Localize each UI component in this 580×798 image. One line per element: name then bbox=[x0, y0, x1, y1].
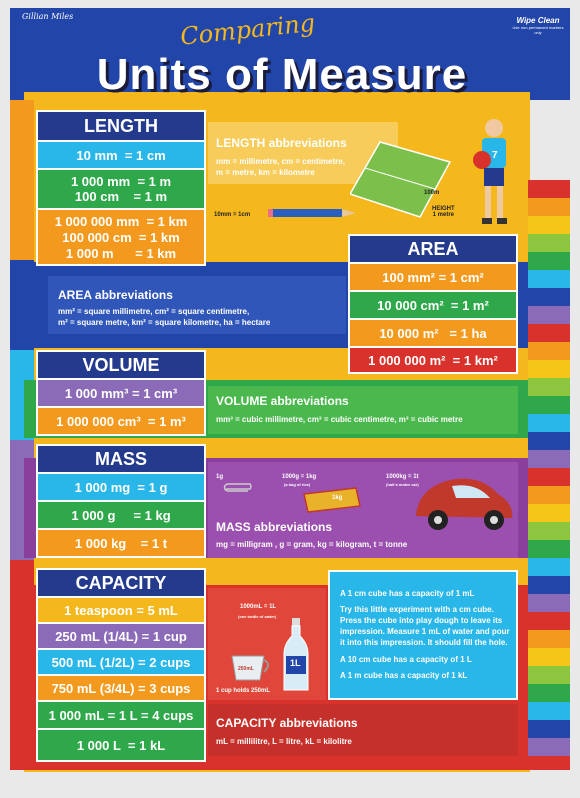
water-bottle-icon bbox=[283, 618, 309, 691]
mass-1kg-sub: (a bag of rice) bbox=[284, 482, 311, 487]
volume-abbr-text: mm³ = cubic millimetre, cm³ = cubic cent… bbox=[216, 415, 463, 424]
volume-row-1: 1 000 mm³ = 1 cm³ bbox=[36, 380, 206, 408]
rice-bag-label: 1kg bbox=[332, 495, 343, 501]
capacity-info-3: A 10 cm cube has a capacity of 1 L bbox=[340, 655, 472, 664]
mass-1g-label: 1g bbox=[216, 474, 224, 480]
wipe-clean-sub: Use non-permanent markers only bbox=[512, 25, 564, 35]
area-row-1: 100 mm² = 1 cm² bbox=[348, 264, 518, 292]
measuring-cup-icon bbox=[231, 655, 269, 681]
paperclip-icon bbox=[223, 483, 252, 492]
volume-abbr-title: VOLUME abbreviations bbox=[216, 394, 349, 408]
capacity-info-2: Try this little experiment with a cm cub… bbox=[340, 605, 510, 647]
cup-tag: 250mL bbox=[238, 666, 254, 672]
capacity-info-panel bbox=[328, 570, 518, 700]
area-abbr-title: AREA abbreviations bbox=[58, 288, 173, 302]
mass-1t-label: 1000kg = 1t bbox=[386, 474, 419, 480]
capacity-row-4: 750 mL (3/4L) = 3 cups bbox=[36, 676, 206, 702]
capacity-info-4: A 1 m cube has a capacity of 1 kL bbox=[340, 671, 468, 680]
volume-header: VOLUME bbox=[36, 350, 206, 380]
capacity-abbr-title: CAPACITY abbreviations bbox=[216, 716, 358, 730]
length-row-3: 1 000 000 mm = 1 km 100 000 cm = 1 km 1 … bbox=[36, 210, 206, 266]
length-abbr-title: LENGTH abbreviations bbox=[216, 136, 347, 150]
mass-row-2: 1 000 g = 1 kg bbox=[36, 502, 206, 530]
length-row-2: 1 000 mm = 1 m 100 cm = 1 m bbox=[36, 170, 206, 210]
capacity-row-1: 1 teaspoon = 5 mL bbox=[36, 598, 206, 624]
capacity-row-3: 500 mL (1/2L) = 2 cups bbox=[36, 650, 206, 676]
bottle-label: 1000mL = 1L bbox=[240, 604, 277, 610]
capacity-abbr-panel bbox=[208, 704, 518, 756]
svg-text:7: 7 bbox=[492, 150, 498, 161]
mass-row-1: 1 000 mg = 1 g bbox=[36, 474, 206, 502]
right-stripes bbox=[528, 180, 570, 770]
pencil-icon bbox=[268, 209, 356, 217]
height-label: HEIGHT 1 metre bbox=[432, 206, 455, 218]
top-blue-bg bbox=[10, 8, 570, 100]
capacity-header: CAPACITY bbox=[36, 568, 206, 598]
area-row-3: 10 000 m² = 1 ha bbox=[348, 320, 518, 348]
car-icon bbox=[416, 478, 513, 530]
field-length-label: 100m bbox=[424, 190, 440, 196]
length-abbr-text: mm = millimetre, cm = centimetre, m = me… bbox=[216, 157, 345, 177]
capacity-row-6: 1 000 L = 1 kL bbox=[36, 730, 206, 762]
wipe-clean-label: Wipe Clean bbox=[516, 16, 560, 25]
volume-row-2: 1 000 000 cm³ = 1 m³ bbox=[36, 408, 206, 436]
area-abbr-text: mm² = square millimetre, cm² = square ce… bbox=[58, 307, 271, 327]
mass-abbr-title: MASS abbreviations bbox=[216, 520, 333, 534]
area-row-4: 1 000 000 m² = 1 km² bbox=[348, 348, 518, 374]
pencil-label: 10mm = 1cm bbox=[214, 212, 251, 218]
cup-label: 1 cup holds 250mL bbox=[216, 688, 271, 694]
area-row-2: 10 000 cm² = 1 m² bbox=[348, 292, 518, 320]
brand-logo: Gillian Miles bbox=[22, 12, 74, 21]
bottle-sub: (one bottle of water) bbox=[238, 614, 277, 619]
area-header: AREA bbox=[348, 234, 518, 264]
bottle-tag: 1L bbox=[290, 658, 301, 668]
capacity-row-5: 1 000 mL = 1 L = 4 cups bbox=[36, 702, 206, 730]
mass-header: MASS bbox=[36, 444, 206, 474]
boy-figure-icon: 7 bbox=[473, 119, 507, 224]
wipe-clean-logo: Wipe Clean Use non-permanent markers onl… bbox=[512, 16, 564, 35]
rice-bag-icon bbox=[303, 487, 361, 513]
mass-abbr-text: mg = milligram , g = gram, kg = kilogram… bbox=[216, 540, 408, 549]
area-abbr-panel bbox=[48, 276, 346, 334]
left-stripe bbox=[10, 100, 34, 260]
capacity-abbr-text: mL = millilitre, L = litre, kL = kilolit… bbox=[216, 737, 352, 746]
volume-abbr-panel bbox=[208, 386, 518, 434]
mass-1t-sub: (half a motor car) bbox=[386, 482, 419, 487]
capacity-info-1: A 1 cm cube has a capacity of 1 mL bbox=[340, 589, 475, 598]
page-title: Units of Measure bbox=[96, 50, 468, 99]
length-header: LENGTH bbox=[36, 110, 206, 142]
capacity-row-2: 250 mL (1/4L) = 1 cup bbox=[36, 624, 206, 650]
mass-1kg-label: 1000g = 1kg bbox=[282, 474, 317, 480]
mass-row-3: 1 000 kg = 1 t bbox=[36, 530, 206, 558]
length-row-1: 10 mm = 1 cm bbox=[36, 142, 206, 170]
soccer-field-icon bbox=[350, 141, 452, 218]
